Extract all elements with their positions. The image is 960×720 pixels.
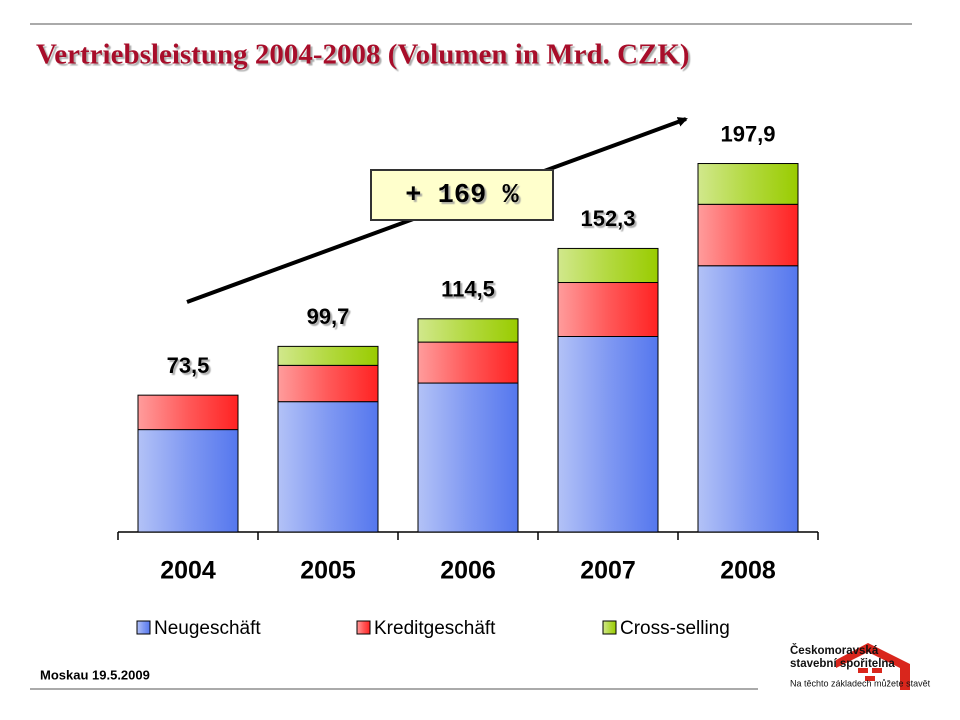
legend-swatch bbox=[136, 620, 151, 635]
total-label: 152,3 bbox=[580, 206, 635, 231]
x-tick-label: 2004 bbox=[160, 557, 216, 585]
chart-title: Vertriebsleistung 2004-2008 (Volumen in … bbox=[36, 39, 690, 71]
bar-segment bbox=[557, 336, 659, 533]
total-label: 73,5 bbox=[167, 353, 210, 378]
logo-brick bbox=[865, 676, 875, 681]
x-tick-label: 2006 bbox=[440, 557, 496, 585]
bar-segment bbox=[557, 282, 659, 337]
total-label: 114,5 bbox=[441, 277, 495, 302]
decor bbox=[30, 23, 912, 690]
legend-label: Neugeschäft bbox=[154, 618, 261, 639]
legend-label: Cross-selling bbox=[620, 618, 730, 639]
logo-name: Českomoravská bbox=[790, 644, 879, 657]
logo-name: stavební spořitelna bbox=[790, 658, 895, 670]
logo-brick bbox=[872, 668, 882, 673]
annotation: + 169 % bbox=[405, 181, 519, 211]
bar-segment bbox=[137, 429, 239, 533]
x-tick-label: 2008 bbox=[720, 557, 776, 585]
bar-segment bbox=[557, 247, 659, 284]
legend-label: Kreditgeschäft bbox=[374, 618, 496, 639]
annotation-box bbox=[370, 169, 554, 221]
bar-segment bbox=[417, 382, 519, 533]
logo-brick bbox=[858, 668, 868, 673]
bar-segment bbox=[277, 364, 379, 403]
bar-segment bbox=[697, 265, 799, 533]
legend-swatch bbox=[602, 620, 617, 635]
bar-segment bbox=[417, 341, 519, 384]
logo: Českomoravská stavební spořitelna Na těc… bbox=[790, 643, 931, 690]
bar-segment bbox=[417, 318, 519, 343]
bar-segment bbox=[697, 203, 799, 267]
logo-slogan: Na těchto základech můžete stavět bbox=[790, 678, 931, 688]
bar-segment bbox=[277, 345, 379, 366]
footer: Moskau 19.5.2009 bbox=[40, 667, 150, 682]
logo-house bbox=[836, 643, 910, 690]
x-tick-label: 2007 bbox=[580, 557, 636, 585]
bar-segment bbox=[277, 401, 379, 533]
legend-swatch bbox=[356, 620, 371, 635]
bar-segment bbox=[697, 163, 799, 205]
total-label: 197,9 bbox=[720, 121, 775, 146]
x-tick-label: 2005 bbox=[300, 557, 356, 585]
total-label: 99,7 bbox=[307, 304, 350, 329]
bar-segment bbox=[137, 394, 239, 431]
